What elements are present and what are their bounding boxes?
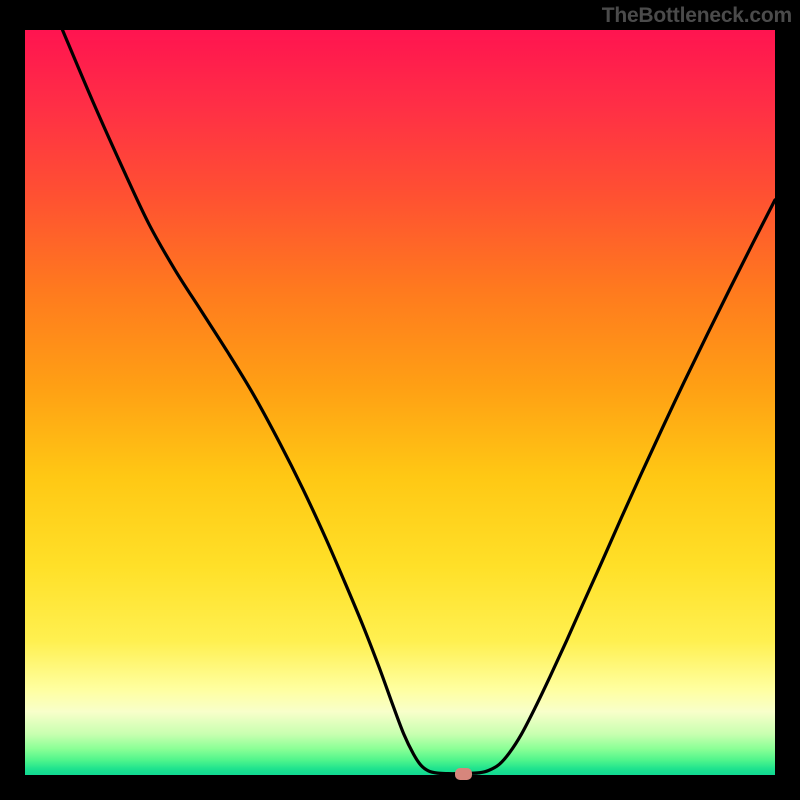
chart-frame: TheBottleneck.com <box>0 0 800 800</box>
gradient-background <box>25 30 775 775</box>
optimum-marker <box>455 768 472 780</box>
bottleneck-chart <box>0 0 800 800</box>
